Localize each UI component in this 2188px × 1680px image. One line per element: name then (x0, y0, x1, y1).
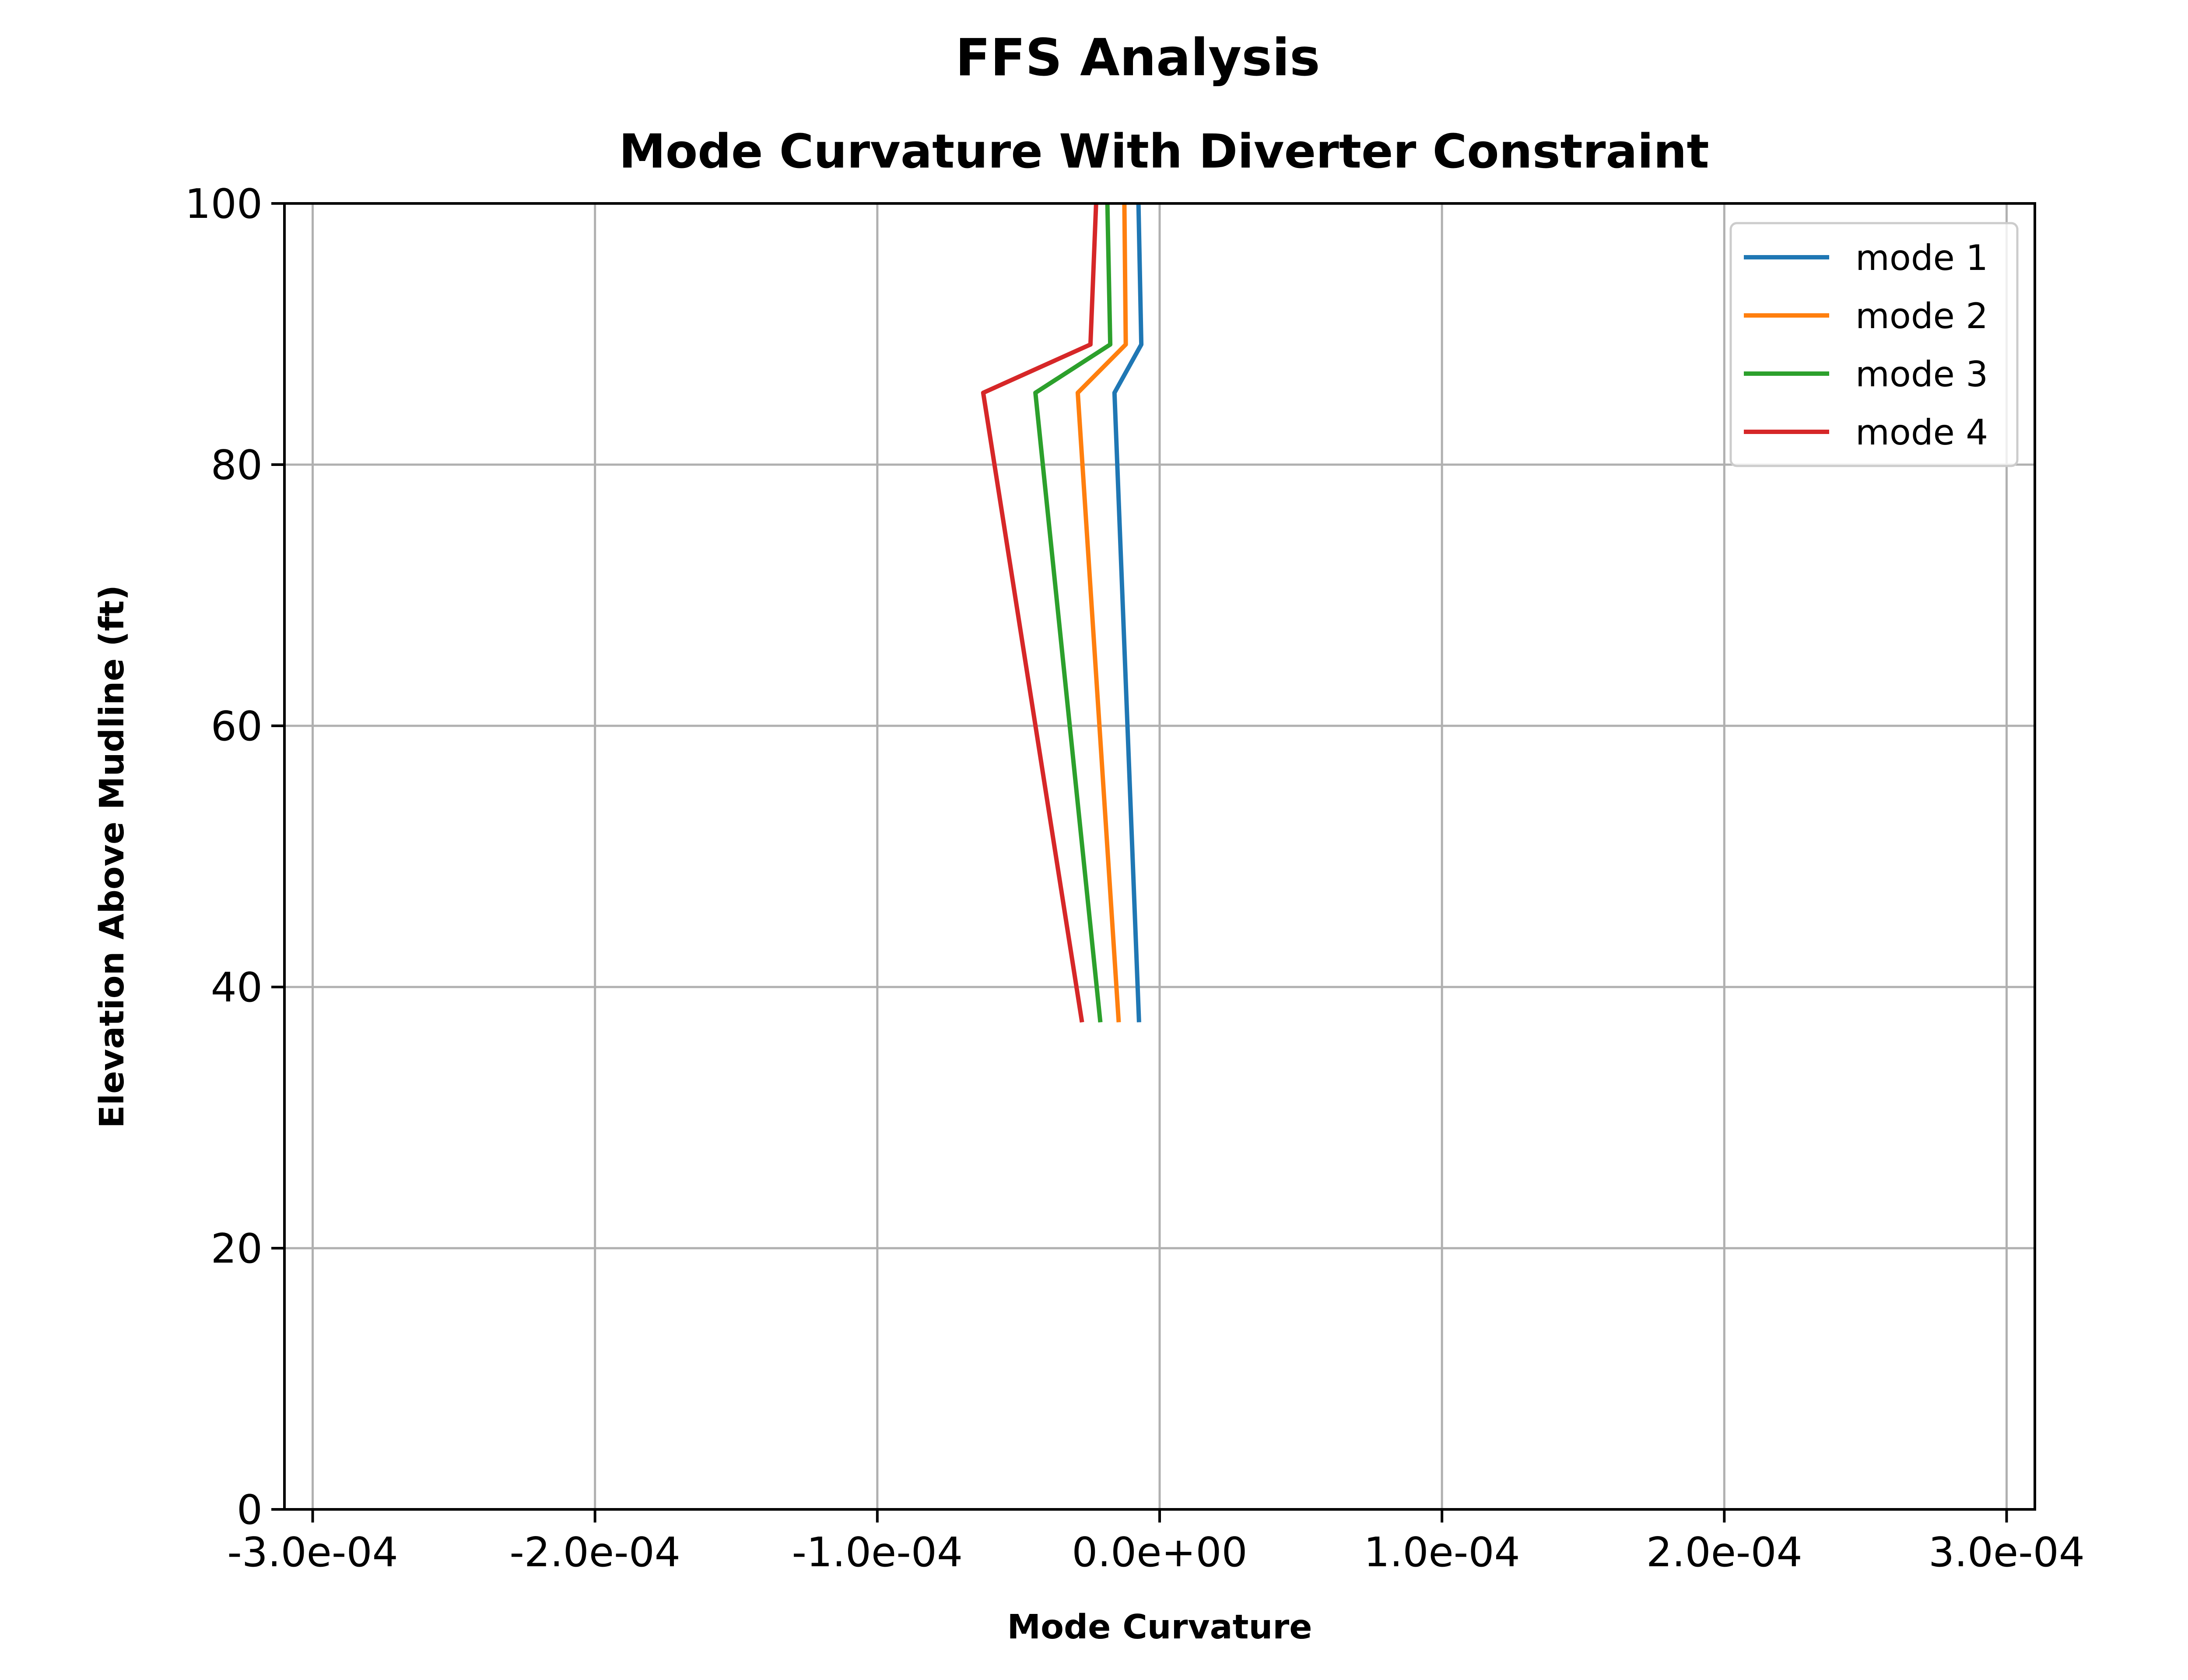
series-line-mode-4 (981, 203, 1098, 1023)
legend-frame (1729, 222, 2019, 467)
x-tick-label: 1.0e-04 (1364, 1529, 1520, 1576)
chart-title: Mode Curvature With Diverter Constraint (619, 125, 1709, 179)
y-tick-label: 80 (211, 441, 263, 489)
series-line-mode-3 (1033, 203, 1113, 1023)
series-lines (981, 203, 1144, 1023)
y-tick-label: 100 (185, 180, 263, 228)
legend-label: mode 4 (1855, 412, 1988, 453)
x-tick-label: 3.0e-04 (1929, 1529, 2085, 1576)
x-tick-label: 2.0e-04 (1646, 1529, 1802, 1576)
series-line-mode-2 (1075, 203, 1128, 1022)
legend-label: mode 3 (1855, 354, 1988, 395)
x-axis-label: Mode Curvature (1007, 1608, 1312, 1647)
x-tick-label: -3.0e-04 (227, 1529, 398, 1576)
legend-label: mode 1 (1855, 238, 1988, 278)
legend-label: mode 2 (1855, 296, 1988, 336)
x-tick-label: -1.0e-04 (792, 1529, 963, 1576)
series-line-mode-1 (1112, 203, 1144, 1022)
y-axis-label: Elevation Above Mudline (ft) (93, 585, 132, 1128)
y-tick-label: 0 (237, 1486, 263, 1533)
figure-suptitle: FFS Analysis (955, 28, 1320, 88)
legend: mode 1 mode 2 mode 3 mode 4 (1729, 222, 2019, 467)
y-axis-ticks: 0 20 40 60 80 100 (185, 180, 284, 1533)
y-tick-label: 20 (211, 1225, 263, 1272)
y-tick-label: 40 (211, 964, 263, 1011)
x-tick-label: 0.0e+00 (1072, 1529, 1247, 1576)
y-tick-label: 60 (211, 703, 263, 750)
x-tick-label: -2.0e-04 (509, 1529, 680, 1576)
x-axis-ticks: -3.0e-04 -2.0e-04 -1.0e-04 0.0e+00 1.0e-04 2.… (227, 1509, 2085, 1576)
